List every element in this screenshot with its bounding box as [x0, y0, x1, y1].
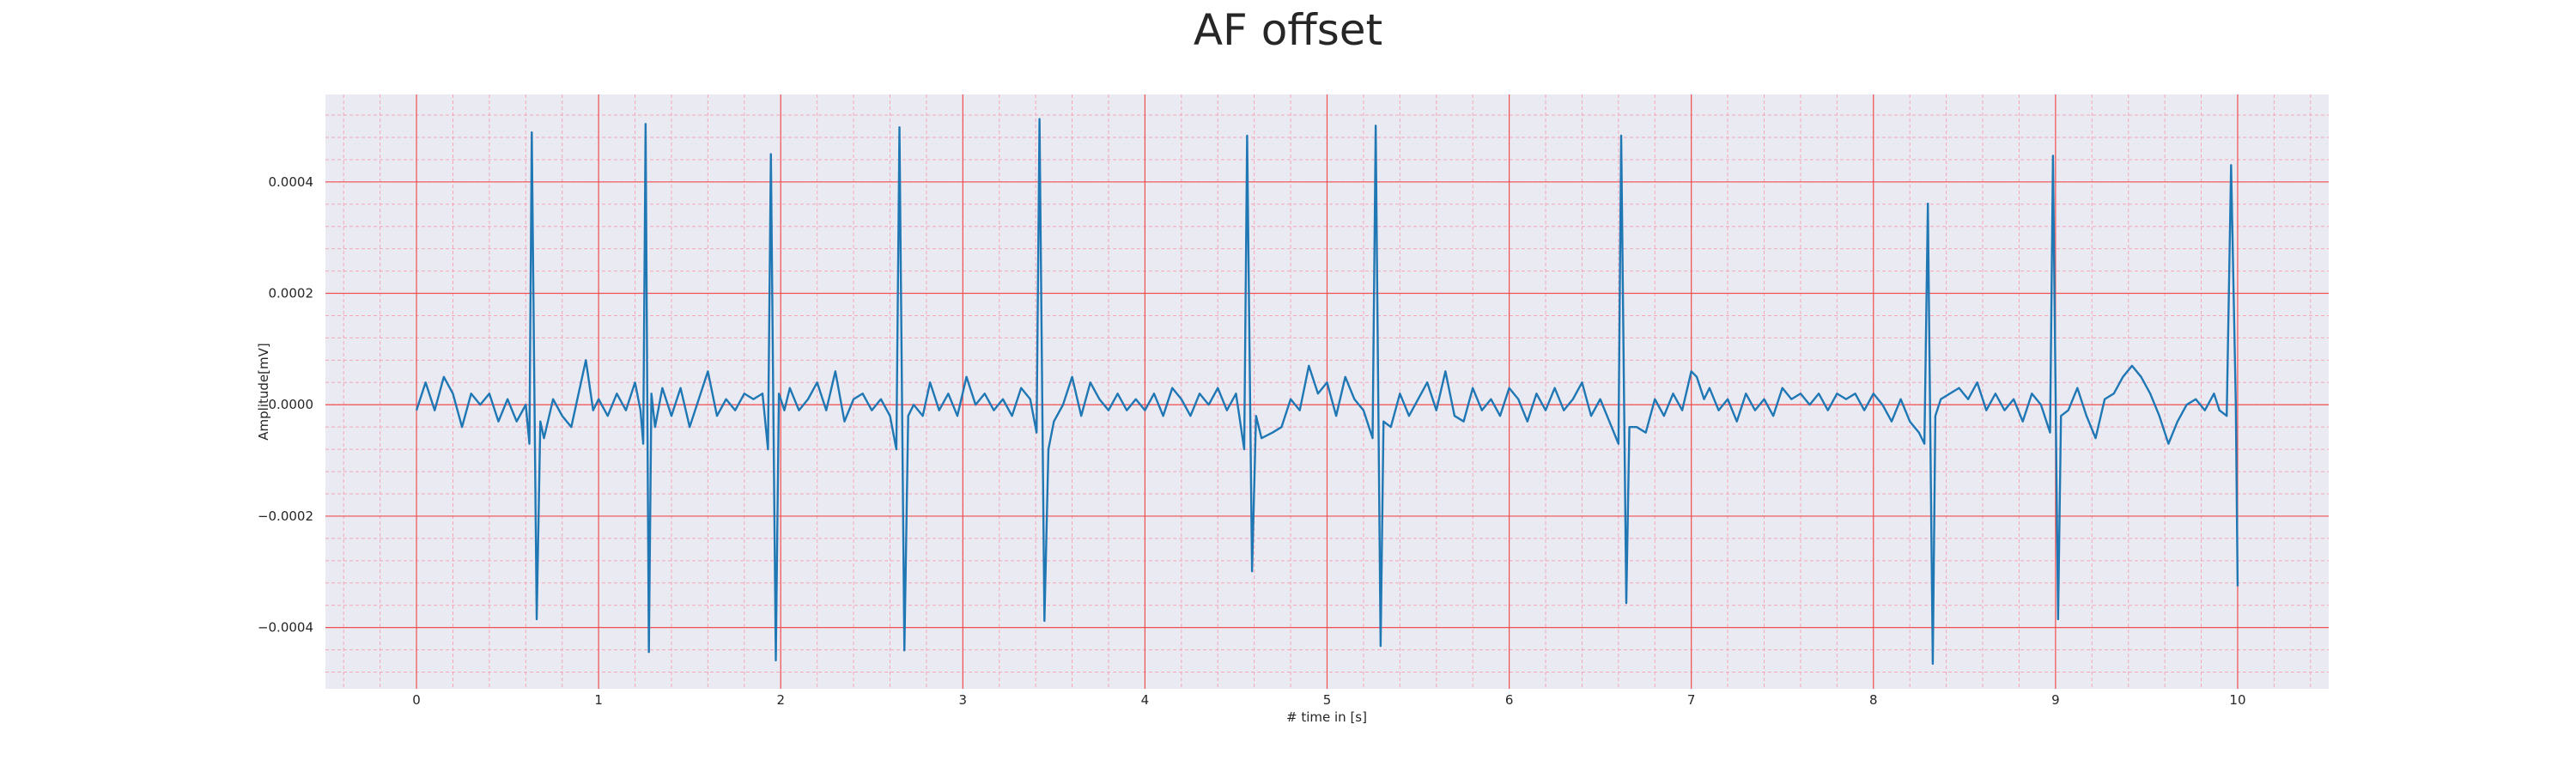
x-tick-label: 8: [1869, 692, 1878, 708]
x-tick-label: 6: [1505, 692, 1514, 708]
x-tick-label: 9: [2051, 692, 2060, 708]
x-tick-label: 10: [2229, 692, 2245, 708]
x-tick-label: 3: [959, 692, 968, 708]
y-tick-label: −0.0002: [258, 508, 313, 524]
y-tick-label: −0.0004: [258, 620, 313, 636]
y-tick-label: 0.0000: [269, 397, 314, 412]
y-tick-label: 0.0002: [269, 286, 314, 301]
x-axis-label: # time in [s]: [1286, 709, 1367, 725]
chart-title: AF offset: [1194, 5, 1382, 55]
x-tick-label: 1: [594, 692, 603, 708]
x-tick-label: 2: [776, 692, 785, 708]
x-tick-label: 4: [1141, 692, 1150, 708]
y-tick-label: 0.0004: [269, 174, 314, 190]
y-axis-label: Amplitude[mV]: [256, 343, 271, 440]
x-tick-label: 7: [1687, 692, 1696, 708]
x-tick-label: 0: [412, 692, 421, 708]
x-tick-label: 5: [1323, 692, 1332, 708]
signal-line: [415, 118, 2239, 666]
